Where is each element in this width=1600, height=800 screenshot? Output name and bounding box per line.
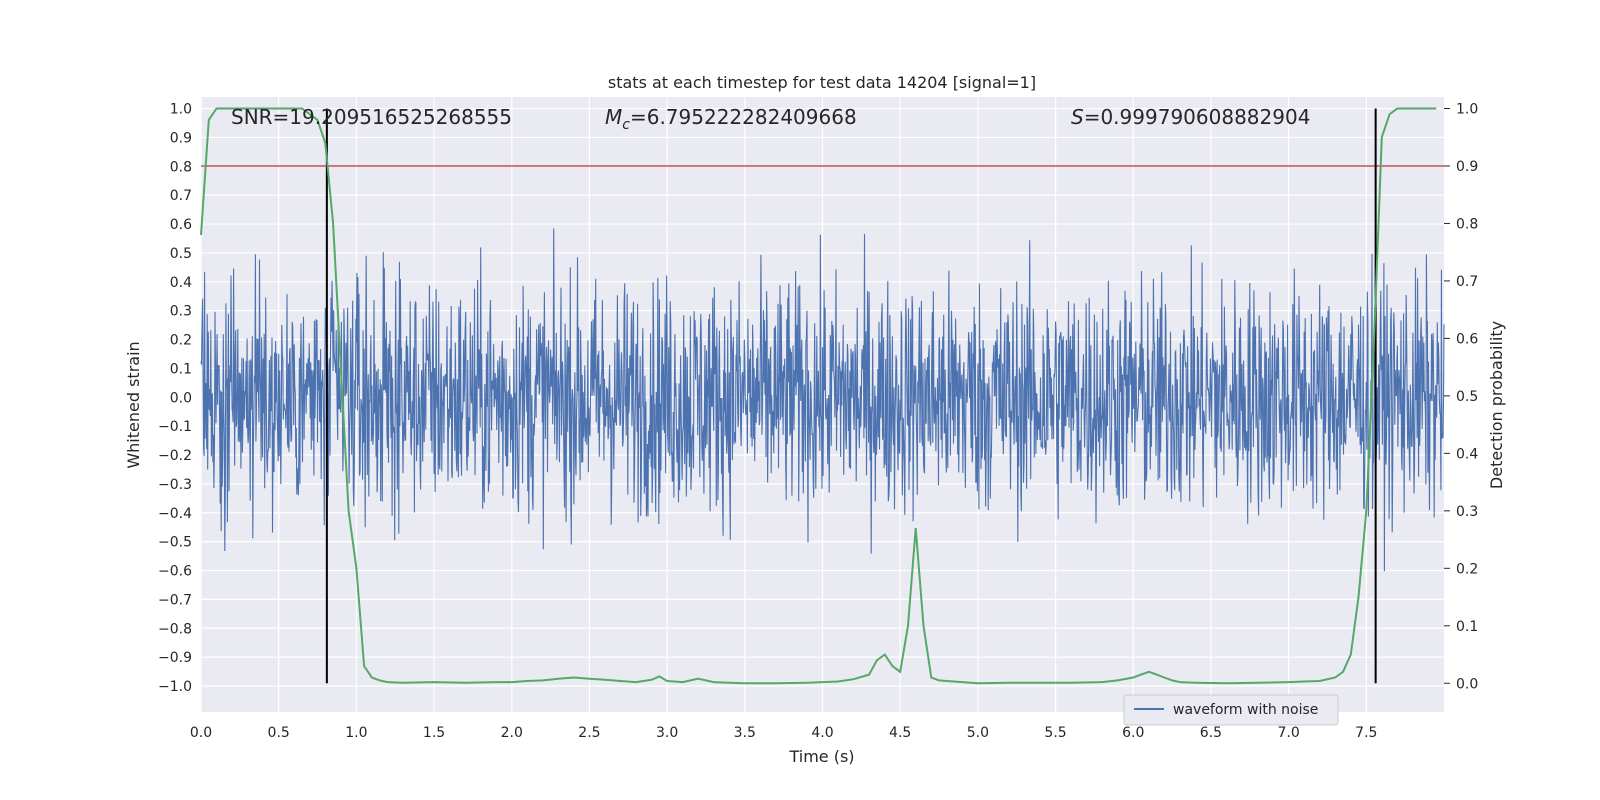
s-annotation: S=0.999790608882904 <box>1071 105 1310 129</box>
x-tick-label: 7.0 <box>1277 725 1299 741</box>
snr-annotation: SNR=19.209516525268555 <box>231 105 512 129</box>
y-left-tick-label: −0.3 <box>158 477 192 493</box>
y-left-tick-label: 0.5 <box>170 246 192 262</box>
x-tick-label: 5.5 <box>1044 725 1066 741</box>
y-left-tick-label: −0.8 <box>158 621 192 637</box>
y-left-tick-label: 0.7 <box>170 188 192 204</box>
y-right-tick-label: 0.2 <box>1456 561 1478 577</box>
x-tick-label: 1.0 <box>345 725 367 741</box>
y-left-tick-label: 1.0 <box>170 102 192 118</box>
y-left-tick-label: 0.3 <box>170 304 192 320</box>
y-left-tick-label: −1.0 <box>158 679 192 695</box>
y-right-tick-label: 0.6 <box>1456 331 1478 347</box>
x-tick-label: 5.0 <box>967 725 989 741</box>
y-left-tick-label: 0.0 <box>170 390 192 406</box>
y-left-tick-label: −0.1 <box>158 419 192 435</box>
y-left-tick-label: −0.5 <box>158 535 192 551</box>
y-left-tick-label: 0.2 <box>170 333 192 349</box>
y-left-tick-label: 0.6 <box>170 217 192 233</box>
s-symbol: S <box>1071 105 1084 129</box>
x-tick-label: 0.0 <box>190 725 212 741</box>
y-right-tick-label: 1.0 <box>1456 101 1478 117</box>
x-tick-label: 2.5 <box>578 725 600 741</box>
x-axis-ticks: 0.0 0.5 1.0 1.5 2.0 2.5 3.0 3.5 4.0 4.5 5.0 5.5 6.0 6… <box>190 725 1378 741</box>
y-left-tick-label: 0.1 <box>170 361 192 377</box>
y-left-tick-label: 0.8 <box>170 159 192 175</box>
waveform-series <box>200 228 1445 572</box>
y-left-tick-label: 0.4 <box>170 275 192 291</box>
y-right-tick-label: 0.9 <box>1456 159 1478 175</box>
x-tick-label: 0.5 <box>268 725 290 741</box>
mc-annotation: Mc=6.795222282409668 <box>605 105 857 133</box>
y-right-tick-label: 0.7 <box>1456 274 1478 290</box>
mc-subscript: c <box>622 117 630 133</box>
probability-line <box>200 107 1437 685</box>
y-axis-left-ticks: 1.0 0.9 0.8 0.7 0.6 0.5 0.4 0.3 0.2 0.1 0.0 −0.1 −0.… <box>158 102 192 695</box>
x-tick-label: 2.0 <box>501 725 523 741</box>
x-tick-label: 4.0 <box>811 725 833 741</box>
y-right-tick-label: 0.3 <box>1456 504 1478 520</box>
x-tick-label: 4.5 <box>889 725 911 741</box>
y-left-tick-label: 0.9 <box>170 130 192 146</box>
x-tick-label: 6.5 <box>1200 725 1222 741</box>
s-value: =0.999790608882904 <box>1084 105 1311 129</box>
legend: waveform with noise <box>1123 694 1339 726</box>
mc-value: =6.795222282409668 <box>630 105 857 129</box>
probability-series <box>200 107 1437 685</box>
legend-box <box>1123 694 1339 726</box>
legend-entry-waveform: waveform with noise <box>1173 702 1318 718</box>
y-right-tick-label: 0.5 <box>1456 389 1478 405</box>
mc-symbol: M <box>605 105 622 129</box>
y-axis-right-label: Detection probability <box>1487 321 1506 489</box>
y-left-tick-label: −0.2 <box>158 448 192 464</box>
y-axis-right-ticks: 1.0 0.9 0.8 0.7 0.6 0.5 0.4 0.3 0.2 0.1 0.0 <box>1444 101 1478 692</box>
x-tick-label: 1.5 <box>423 725 445 741</box>
x-tick-label: 7.5 <box>1355 725 1377 741</box>
vertical-markers <box>325 108 1377 684</box>
waveform-path <box>200 228 1445 572</box>
y-left-tick-label: −0.7 <box>158 592 192 608</box>
x-tick-label: 3.0 <box>656 725 678 741</box>
y-right-tick-label: 0.0 <box>1456 676 1478 692</box>
y-axis-left-label: Whitened strain <box>124 341 143 468</box>
y-left-tick-label: −0.4 <box>158 506 192 522</box>
y-right-tick-label: 0.4 <box>1456 446 1478 462</box>
y-left-tick-label: −0.6 <box>158 564 192 580</box>
x-axis-label: Time (s) <box>788 747 854 766</box>
y-right-tick-label: 0.1 <box>1456 619 1478 635</box>
chart-title: stats at each timestep for test data 142… <box>608 73 1036 92</box>
y-left-tick-label: −0.9 <box>158 650 192 666</box>
y-right-tick-label: 0.8 <box>1456 216 1478 232</box>
x-tick-label: 3.5 <box>734 725 756 741</box>
x-tick-label: 6.0 <box>1122 725 1144 741</box>
